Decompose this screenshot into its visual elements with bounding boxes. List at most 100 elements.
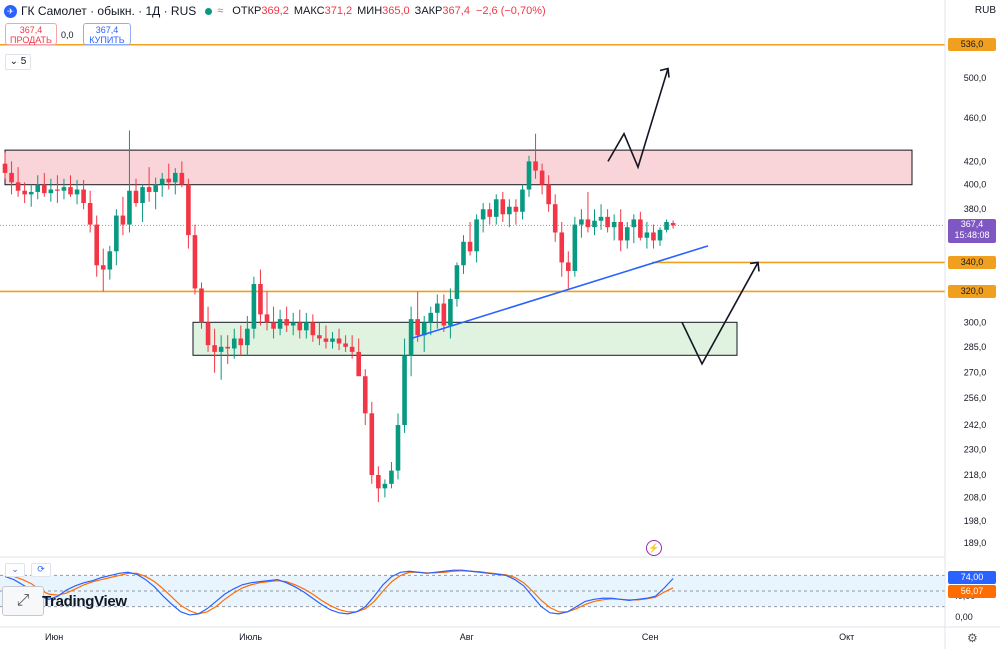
chevron-down-icon: ⌄ <box>9 56 19 67</box>
sell-button[interactable]: 367,4 ПРОДАТЬ <box>5 23 57 45</box>
candle-body <box>618 221 623 241</box>
candle-body <box>186 184 191 236</box>
candle-body <box>539 170 545 185</box>
time-axis[interactable]: Июн Июль Авг Сен Окт <box>45 632 854 642</box>
time-tick-label: Июль <box>239 632 262 642</box>
candle-body <box>376 474 381 489</box>
candle-body <box>159 178 165 185</box>
candle-body <box>343 343 348 347</box>
low-label: МИН <box>357 5 383 17</box>
candle-body <box>271 322 276 329</box>
buy-button[interactable]: 367,4 КУПИТЬ <box>83 23 131 45</box>
drawing-tool-icon[interactable]: ⤢ <box>2 586 44 616</box>
level-340-label: 340,0 <box>948 256 996 269</box>
candle-body <box>362 376 368 414</box>
candle-body <box>657 229 663 241</box>
candle-body <box>251 284 257 329</box>
price-axis[interactable]: 500,0 460,0 420,0 400,0 380,0 300,0 285,0 270,0… <box>964 73 987 548</box>
candle-body <box>2 163 8 173</box>
buy-price: 367,4 <box>95 25 119 35</box>
price-tick-label: 198,0 <box>964 516 987 526</box>
candle-body <box>9 172 14 183</box>
projection-up-path <box>607 68 669 170</box>
candle-body <box>500 199 506 215</box>
price-tick-label: 420,0 <box>964 156 987 166</box>
candle-body <box>114 215 119 252</box>
candle-body <box>454 265 460 299</box>
candle-body <box>487 209 492 217</box>
price-tick-label: 500,0 <box>964 73 987 83</box>
gear-icon[interactable]: ⚙ <box>967 631 978 645</box>
currency-label[interactable]: RUB <box>974 5 996 16</box>
candle-body <box>461 241 466 266</box>
candle-body <box>42 184 47 194</box>
candle-body <box>474 219 479 252</box>
open-label: ОТКР <box>232 5 262 17</box>
candle-body <box>284 319 289 326</box>
candle-body <box>133 190 139 203</box>
candle-body <box>304 322 309 331</box>
candle-body <box>605 216 610 228</box>
candle-body <box>369 413 375 475</box>
chevron-down-icon[interactable]: ⌄ <box>5 563 25 577</box>
price-tick-label: 300,0 <box>964 317 987 327</box>
symbol-title[interactable]: ГК Самолет · обыкн. · 1Д · RUS <box>21 4 197 18</box>
candle-body <box>127 190 132 225</box>
candle-body <box>533 161 538 171</box>
lightning-icon[interactable]: ⚡ <box>646 540 662 556</box>
stoch-d-line <box>4 570 674 615</box>
candle-body <box>395 425 401 471</box>
watermark[interactable]: ⤢ TradingView <box>2 586 127 616</box>
symbol-header: ✈ ГК Самолет · обыкн. · 1Д · RUS ≈ ОТКР … <box>0 0 548 22</box>
price-tick-label: 242,0 <box>964 420 987 430</box>
candle-body <box>205 322 211 346</box>
candle-body <box>526 161 532 190</box>
price-tick-label: 208,0 <box>964 492 987 502</box>
high-label: МАКС <box>293 5 325 17</box>
candle-body <box>467 241 473 252</box>
candle-body <box>402 355 407 426</box>
candle-body <box>441 303 447 326</box>
wave-icon: ≈ <box>217 5 224 17</box>
candle-body <box>238 338 244 346</box>
candle-body <box>74 189 80 195</box>
candle-body <box>507 206 512 215</box>
oscillator-pane <box>0 569 945 616</box>
candle-body <box>572 224 578 271</box>
candle-body <box>15 182 21 191</box>
close-value: 367,4 <box>442 5 470 17</box>
price-tick-label: 218,0 <box>964 470 987 480</box>
candle-body <box>258 284 263 315</box>
price-zone <box>192 321 738 356</box>
candle-body <box>68 187 73 195</box>
candle-body <box>644 232 650 238</box>
refresh-icon[interactable]: ⟳ <box>31 563 51 577</box>
current-price-value: 367,4 <box>960 219 984 229</box>
candle-body <box>559 232 565 263</box>
candle-body <box>566 262 571 271</box>
candle-body <box>356 351 361 377</box>
close-label: ЗАКР <box>414 5 443 17</box>
candle-body <box>146 187 152 192</box>
time-tick-label: Авг <box>460 632 475 642</box>
candle-body <box>290 322 296 326</box>
time-tick-label: Сен <box>642 632 659 642</box>
candle-body <box>192 235 198 289</box>
candle-body <box>81 189 86 203</box>
candle-body <box>28 191 34 195</box>
candle-body <box>22 190 27 195</box>
price-tick-label: 256,0 <box>964 393 987 403</box>
candle-body <box>48 189 54 194</box>
candle-body <box>592 220 597 228</box>
candle-body <box>218 346 224 352</box>
watermark-text: TradingView <box>42 592 127 610</box>
change-value: −2,6 (−0,70%) <box>475 5 546 17</box>
indicators-collapse-button[interactable]: ⌄ 5 <box>5 54 31 70</box>
candle-body <box>493 199 499 217</box>
candle-body <box>140 187 145 203</box>
projection-down-path <box>681 262 759 366</box>
price-tick-label: 285,0 <box>964 342 987 352</box>
candle-body <box>61 187 67 191</box>
candle-body <box>546 184 551 205</box>
